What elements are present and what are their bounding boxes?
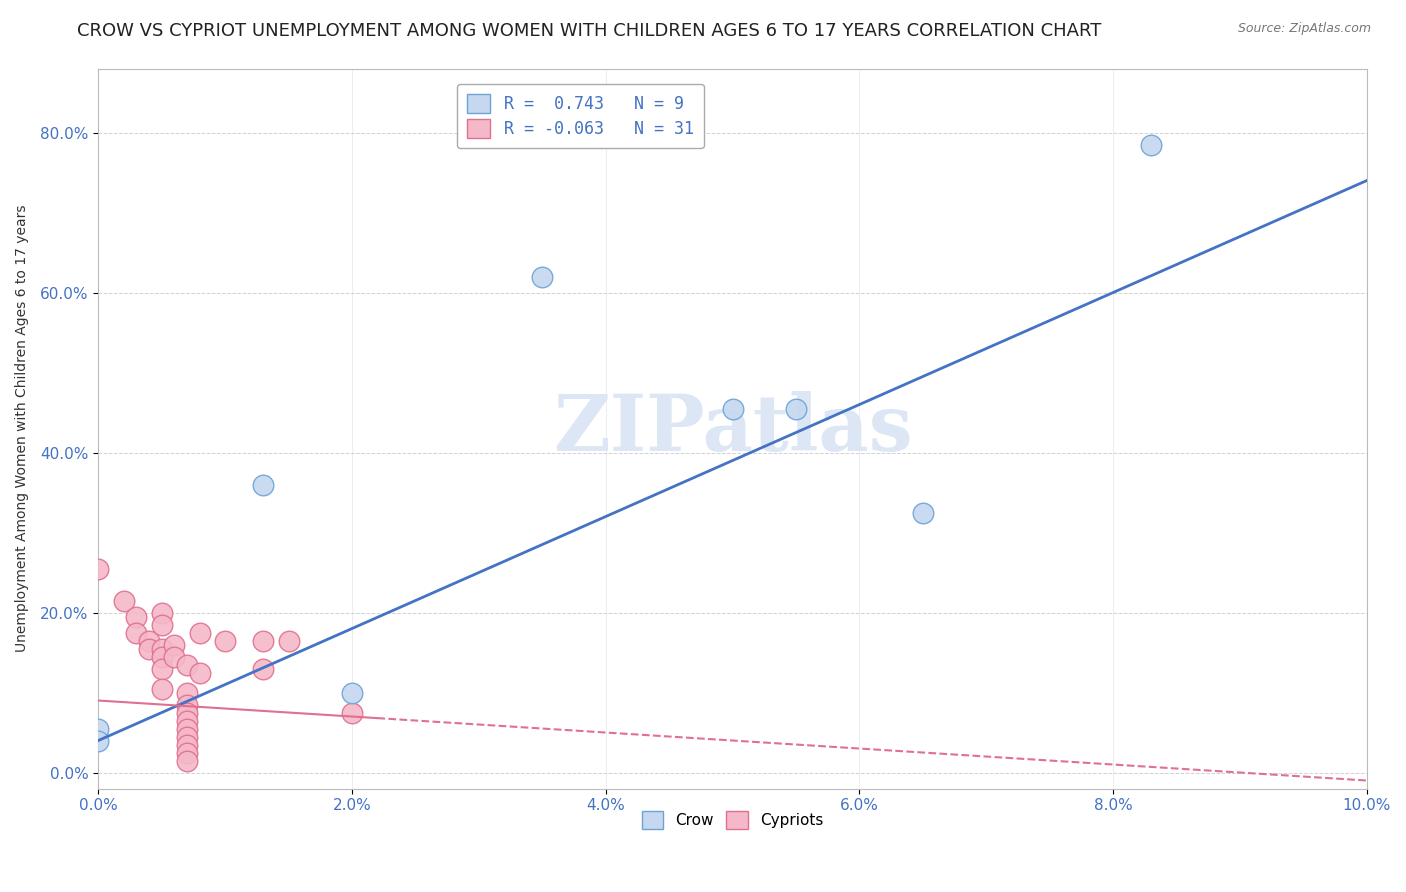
Point [176, 698, 198, 712]
Point [340, 685, 363, 699]
Point [87, 561, 110, 575]
Point [188, 665, 211, 680]
Point [188, 625, 211, 640]
Point [176, 657, 198, 672]
Point [277, 633, 299, 648]
Point [531, 269, 554, 284]
Point [176, 706, 198, 720]
Point [163, 649, 186, 664]
Point [176, 754, 198, 768]
Point [112, 593, 135, 607]
Point [252, 477, 274, 491]
Point [163, 638, 186, 652]
Point [125, 609, 148, 624]
Point [138, 641, 160, 656]
Point [150, 681, 173, 696]
Point [138, 633, 160, 648]
Point [176, 722, 198, 736]
Point [87, 722, 110, 736]
Point [252, 633, 274, 648]
Y-axis label: Unemployment Among Women with Children Ages 6 to 17 years: Unemployment Among Women with Children A… [15, 205, 30, 652]
Point [150, 661, 173, 675]
Point [176, 738, 198, 752]
Point [214, 633, 236, 648]
Point [150, 641, 173, 656]
Point [911, 506, 934, 520]
Point [176, 714, 198, 728]
Text: CROW VS CYPRIOT UNEMPLOYMENT AMONG WOMEN WITH CHILDREN AGES 6 TO 17 YEARS CORREL: CROW VS CYPRIOT UNEMPLOYMENT AMONG WOMEN… [77, 22, 1102, 40]
Point [87, 733, 110, 747]
Point [150, 617, 173, 632]
Point [150, 606, 173, 620]
Point [176, 746, 198, 760]
Point [176, 730, 198, 744]
Point [150, 649, 173, 664]
Point [721, 401, 744, 416]
Point [125, 625, 148, 640]
Text: Source: ZipAtlas.com: Source: ZipAtlas.com [1237, 22, 1371, 36]
Text: ZIPatlas: ZIPatlas [553, 391, 912, 467]
Point [785, 401, 807, 416]
Point [252, 661, 274, 675]
Legend: Crow, Cypriots: Crow, Cypriots [636, 805, 830, 835]
Point [176, 685, 198, 699]
Point [340, 706, 363, 720]
Point [1140, 137, 1163, 152]
